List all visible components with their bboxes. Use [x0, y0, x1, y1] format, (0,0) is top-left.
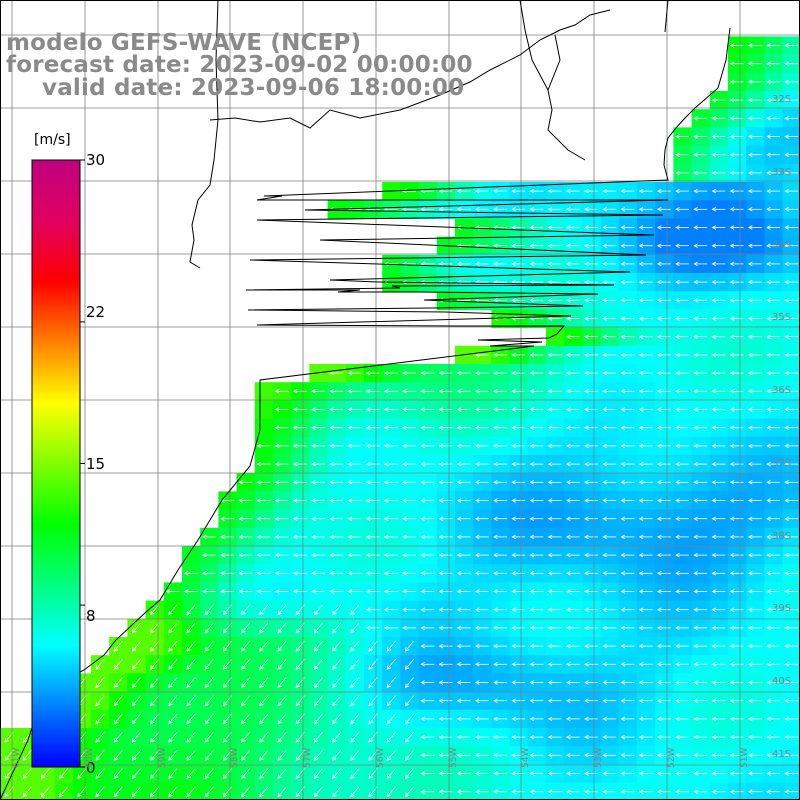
colorbar [31, 159, 85, 768]
lat-label: 35S [772, 312, 792, 323]
lon-label: 58W [230, 747, 240, 768]
lon-label: 56W [376, 747, 386, 768]
colorbar-tick-0: 0 [86, 759, 96, 777]
lat-label: 40S [772, 676, 792, 687]
lat-label: 39S [772, 603, 792, 614]
lat-label: 37S [772, 458, 792, 469]
lat-label: 38S [772, 531, 792, 542]
colorbar-scale [31, 159, 81, 768]
lat-label: 34S [772, 240, 792, 251]
lat-label: 33S [772, 167, 792, 178]
model-title: modelo GEFS-WAVE (NCEP) [6, 30, 362, 56]
colorbar-unit: [m/s] [34, 132, 71, 148]
lon-label: 59W [158, 747, 168, 768]
lon-label: 57W [303, 747, 313, 768]
wind-vector-field [4, 43, 799, 798]
valid-date: valid date: 2023-09-06 18:00:00 [42, 75, 465, 101]
colorbar-tick-30: 30 [86, 151, 106, 169]
lon-label: 51W [740, 747, 750, 768]
lat-label: 41S [772, 749, 792, 760]
lat-label: 36S [772, 385, 792, 396]
lon-label: 53W [594, 747, 604, 768]
colorbar-tick-15: 15 [86, 455, 106, 473]
lon-label: 54W [521, 747, 531, 768]
lon-label: 60W [85, 747, 95, 768]
colorbar-tick-8: 8 [86, 607, 96, 625]
coastline [0, 0, 731, 800]
wind-speed-field [0, 36, 800, 800]
forecast-date: forecast date: 2023-09-02 00:00:00 [6, 52, 473, 78]
lat-label: 32S [772, 94, 792, 105]
colorbar-tick-22: 22 [86, 303, 106, 321]
lon-label: 52W [667, 747, 677, 768]
lon-label: 61W [12, 747, 22, 768]
lon-label: 55W [449, 747, 459, 768]
